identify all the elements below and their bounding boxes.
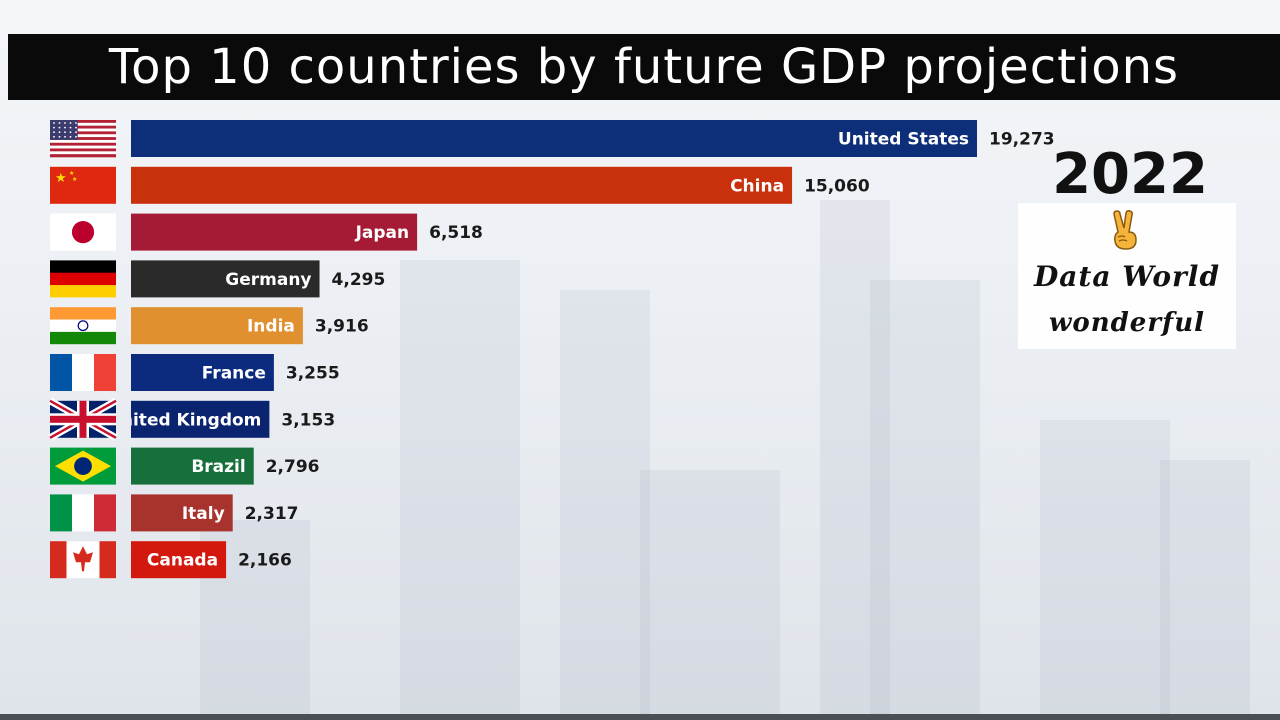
bar-value-label: 3,153	[281, 410, 335, 430]
germany-flag-icon	[50, 260, 116, 298]
bottom-divider	[0, 714, 1280, 720]
japan-flag-icon	[50, 213, 116, 251]
india-flag-icon	[50, 307, 116, 345]
uk-flag-icon	[48, 397, 118, 441]
bar-value-label: 19,273	[989, 130, 1055, 150]
bar-value-label: 4,295	[332, 270, 386, 290]
bar-category-label: China	[730, 176, 784, 196]
canada-flag-icon	[50, 541, 116, 579]
bar-category-label: Germany	[225, 270, 311, 290]
bar	[131, 166, 793, 204]
brand-name-line2: wonderful	[1048, 308, 1205, 338]
bar	[131, 400, 270, 438]
bar	[131, 354, 274, 391]
china-flag-icon: ★ ★★	[50, 166, 116, 204]
bar	[131, 120, 977, 157]
bar-value-label: 2,796	[266, 457, 320, 477]
bar-category-label: France	[202, 364, 266, 384]
victory-hand-icon	[1113, 210, 1137, 250]
bar	[131, 260, 320, 298]
chart-title: Top 10 countries by future GDP projectio…	[108, 39, 1180, 95]
year-label: 2022	[1052, 142, 1208, 207]
svg-text:★: ★	[69, 170, 74, 177]
france-flag-icon	[50, 354, 116, 391]
brazil-flag-icon	[50, 447, 116, 485]
bar-value-label: 2,166	[238, 551, 292, 571]
bar-value-label: 6,518	[429, 223, 483, 243]
title-bar: Top 10 countries by future GDP projectio…	[8, 34, 1280, 100]
bar-category-label: United Kingdom	[107, 410, 261, 430]
bar-value-label: 3,916	[315, 317, 369, 337]
brand-name-line1: Data World	[1033, 260, 1221, 293]
bar	[131, 541, 227, 579]
italy-flag-icon	[50, 494, 116, 532]
bar	[131, 494, 233, 532]
usa-flag-icon	[50, 120, 116, 158]
bar-value-label: 2,317	[245, 504, 299, 524]
bar-value-label: 3,255	[286, 364, 340, 384]
bar	[131, 213, 418, 251]
bar-category-label: Canada	[147, 551, 218, 571]
bar-category-label: Japan	[355, 223, 410, 243]
svg-text:★: ★	[72, 176, 77, 183]
bar	[131, 307, 303, 345]
bar-category-label: Italy	[182, 504, 225, 524]
bar-value-label: 15,060	[804, 176, 870, 196]
bar	[131, 447, 254, 485]
bar-category-label: United States	[838, 130, 969, 150]
bar-category-label: India	[247, 317, 295, 337]
svg-text:★: ★	[55, 171, 67, 186]
bar-category-label: Brazil	[191, 457, 245, 477]
